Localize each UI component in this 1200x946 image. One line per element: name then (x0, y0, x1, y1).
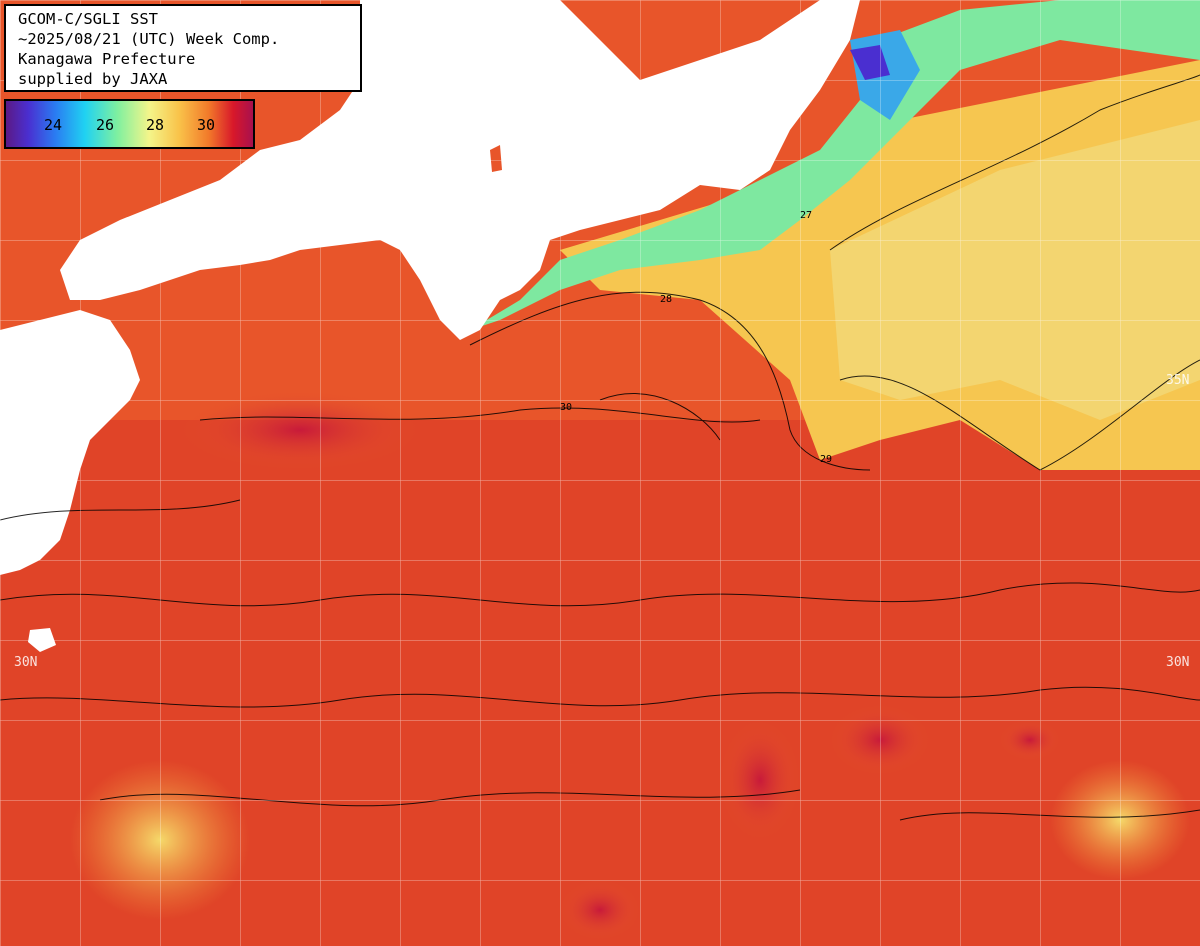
title-box: GCOM-C/SGLI SST ~2025/08/21 (UTC) Week C… (4, 4, 362, 92)
scale-label-24: 24 (44, 116, 63, 134)
contour-label: 28 (660, 294, 672, 305)
latitude-labels: 35N 30N 30N (14, 373, 1189, 670)
scale-label-26: 26 (96, 116, 115, 134)
title-line-2: ~2025/08/21 (UTC) Week Comp. (18, 30, 280, 48)
title-line-3: Kanagawa Prefecture (18, 50, 196, 68)
title-line-4: supplied by JAXA (18, 70, 168, 88)
title-line-1: GCOM-C/SGLI SST (18, 10, 158, 28)
lat-label-30n-left: 30N (14, 655, 37, 670)
scale-label-30: 30 (197, 116, 216, 134)
contour-label-group: 28 29 30 27 (560, 210, 832, 465)
scale-label-28: 28 (146, 116, 165, 134)
color-scale-bar: 24 26 28 30 (4, 99, 255, 149)
contour-label: 27 (800, 210, 812, 221)
contour-label: 29 (820, 454, 832, 465)
lat-label-35n: 35N (1166, 373, 1189, 388)
lat-label-30n-right: 30N (1166, 655, 1189, 670)
contour-label: 30 (560, 402, 572, 413)
